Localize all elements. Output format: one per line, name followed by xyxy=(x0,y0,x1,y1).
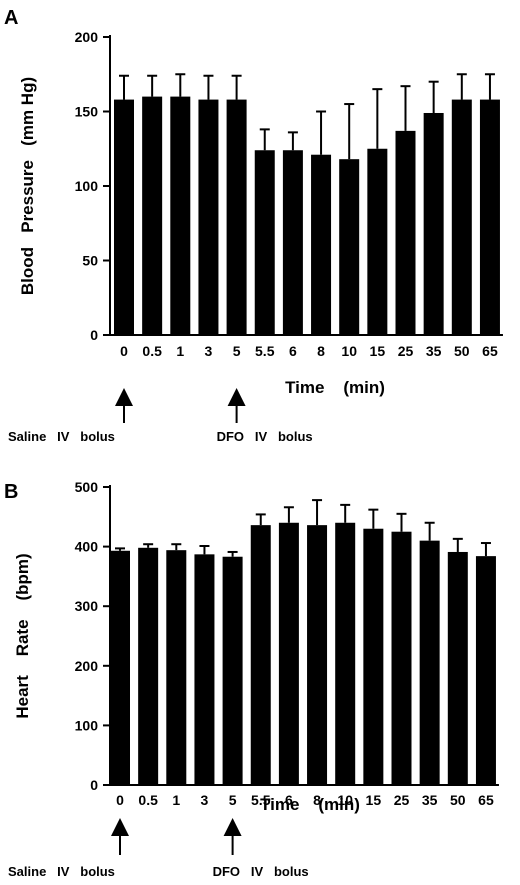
arrow-up-icon xyxy=(223,818,242,836)
bar xyxy=(194,554,215,785)
arrow-up-icon xyxy=(227,388,246,406)
annotation-label: Saline IV bolus xyxy=(8,429,115,444)
bar xyxy=(142,96,163,335)
y-axis-label: Blood Pressure (mm Hg) xyxy=(18,77,37,295)
bar xyxy=(391,531,412,785)
x-tick-label: 15 xyxy=(370,343,386,359)
bar xyxy=(278,522,299,785)
y-tick-label: 100 xyxy=(75,178,99,194)
y-tick-label: 500 xyxy=(75,479,99,495)
x-tick-label: 0.5 xyxy=(138,792,158,808)
bar xyxy=(475,556,496,785)
annotation-label: DFO IV bolus xyxy=(217,429,313,444)
x-tick-label: 25 xyxy=(398,343,414,359)
x-tick-label: 5 xyxy=(229,792,237,808)
x-tick-label: 25 xyxy=(394,792,410,808)
y-tick-label: 150 xyxy=(75,104,99,120)
x-tick-label: 3 xyxy=(205,343,213,359)
bar xyxy=(363,528,384,785)
x-tick-label: 50 xyxy=(450,792,466,808)
x-axis-label: Time (min) xyxy=(260,795,360,814)
bar xyxy=(451,99,472,335)
y-tick-label: 50 xyxy=(82,253,98,269)
x-tick-label: 35 xyxy=(422,792,438,808)
bar xyxy=(419,540,440,785)
x-tick-label: 5 xyxy=(233,343,241,359)
bar xyxy=(423,112,444,336)
x-tick-label: 10 xyxy=(337,792,353,808)
bar xyxy=(282,150,303,335)
arrow-up-icon xyxy=(115,388,133,406)
panel-label: A xyxy=(4,7,18,29)
x-tick-label: 5.5 xyxy=(255,343,275,359)
annotation-label: DFO IV bolus xyxy=(213,864,309,879)
bar xyxy=(222,556,243,785)
bar xyxy=(311,154,332,335)
x-tick-label: 10 xyxy=(341,343,357,359)
y-tick-label: 300 xyxy=(75,598,99,614)
x-tick-label: 35 xyxy=(426,343,442,359)
x-tick-label: 8 xyxy=(317,343,325,359)
bar xyxy=(254,150,275,335)
bar xyxy=(250,525,271,785)
bar xyxy=(198,99,219,335)
y-tick-label: 100 xyxy=(75,717,99,733)
y-axis-label: Heart Rate (bpm) xyxy=(13,553,32,718)
x-tick-label: 1 xyxy=(176,343,184,359)
x-tick-label: 8 xyxy=(313,792,321,808)
x-tick-label: 15 xyxy=(366,792,382,808)
x-tick-label: 6 xyxy=(285,792,293,808)
annotation-label: Saline IV bolus xyxy=(8,864,115,879)
x-tick-label: 0 xyxy=(116,792,124,808)
x-tick-label: 50 xyxy=(454,343,470,359)
bar xyxy=(138,547,159,785)
x-tick-label: 5.5 xyxy=(251,792,271,808)
bar xyxy=(114,99,134,335)
y-tick-label: 0 xyxy=(90,777,98,793)
bar xyxy=(110,550,130,785)
x-tick-label: 6 xyxy=(289,343,297,359)
bar xyxy=(367,148,388,335)
bar xyxy=(447,551,468,785)
x-tick-label: 0 xyxy=(120,343,128,359)
bar xyxy=(226,99,247,335)
x-tick-label: 0.5 xyxy=(142,343,162,359)
bar xyxy=(307,525,328,785)
bar xyxy=(166,550,187,785)
y-tick-label: 200 xyxy=(75,658,99,674)
x-tick-label: 1 xyxy=(172,792,180,808)
panel-label: B xyxy=(4,481,18,503)
x-axis-label: Time (min) xyxy=(285,378,385,397)
x-tick-label: 3 xyxy=(201,792,209,808)
y-tick-label: 400 xyxy=(75,539,99,555)
bar xyxy=(335,522,356,785)
y-tick-label: 0 xyxy=(90,327,98,343)
bar xyxy=(479,99,500,335)
x-tick-label: 65 xyxy=(478,792,494,808)
arrow-up-icon xyxy=(111,818,129,836)
y-tick-label: 200 xyxy=(75,29,99,45)
bar xyxy=(170,96,191,335)
x-tick-label: 65 xyxy=(482,343,498,359)
bar xyxy=(339,159,360,335)
bar xyxy=(395,130,416,335)
